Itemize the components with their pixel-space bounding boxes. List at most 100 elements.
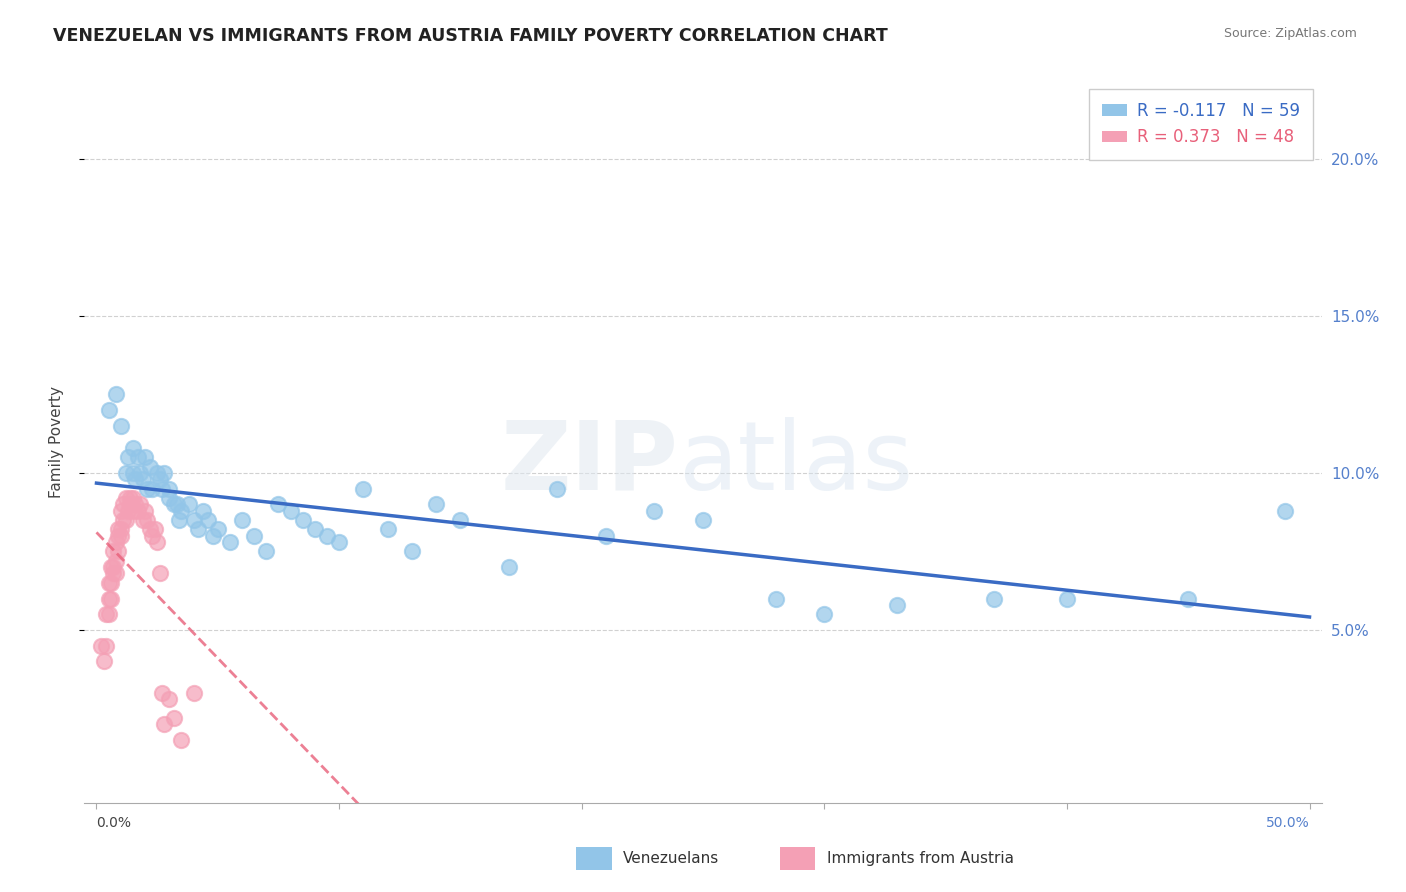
Text: VENEZUELAN VS IMMIGRANTS FROM AUSTRIA FAMILY POVERTY CORRELATION CHART: VENEZUELAN VS IMMIGRANTS FROM AUSTRIA FA… — [53, 27, 889, 45]
Point — [136, 513, 159, 527]
Point — [104, 554, 127, 568]
Point — [765, 591, 787, 606]
Point — [120, 497, 142, 511]
Point — [114, 466, 136, 480]
Text: 0.0%: 0.0% — [97, 816, 132, 830]
Text: atlas: atlas — [678, 417, 914, 509]
Point — [813, 607, 835, 622]
Point — [183, 686, 205, 700]
Point — [166, 497, 188, 511]
Point — [114, 513, 136, 527]
Point — [97, 591, 120, 606]
Point — [97, 607, 120, 622]
Point — [146, 535, 169, 549]
Point — [124, 472, 146, 486]
Point — [112, 513, 135, 527]
Point — [143, 523, 166, 537]
Point — [141, 529, 163, 543]
Point — [127, 503, 149, 517]
Point — [1177, 591, 1199, 606]
Point — [97, 403, 120, 417]
Point — [692, 513, 714, 527]
Point — [595, 529, 617, 543]
Point — [104, 535, 127, 549]
Point — [150, 686, 173, 700]
Point — [1056, 591, 1078, 606]
Point — [243, 529, 266, 543]
Point — [231, 513, 253, 527]
Point — [103, 560, 125, 574]
Point — [401, 544, 423, 558]
Text: ZIP: ZIP — [501, 417, 678, 509]
Point — [117, 450, 139, 465]
Point — [170, 733, 193, 747]
Point — [103, 544, 125, 558]
Point — [114, 491, 136, 505]
Point — [107, 529, 129, 543]
Text: Venezuelans: Venezuelans — [623, 851, 718, 866]
Point — [153, 466, 176, 480]
Point — [449, 513, 471, 527]
Point — [134, 503, 156, 517]
Point — [141, 482, 163, 496]
Text: 50.0%: 50.0% — [1265, 816, 1309, 830]
Point — [97, 575, 120, 590]
Point — [193, 503, 215, 517]
Point — [183, 513, 205, 527]
Point — [96, 639, 118, 653]
Point — [177, 497, 200, 511]
Point — [201, 529, 224, 543]
Point — [100, 591, 122, 606]
Point — [90, 639, 112, 653]
Y-axis label: Family Poverty: Family Poverty — [49, 385, 63, 498]
Point — [498, 560, 520, 574]
Point — [150, 482, 173, 496]
Point — [110, 503, 132, 517]
Point — [1274, 503, 1296, 517]
Point — [146, 466, 169, 480]
Point — [157, 692, 180, 706]
Point — [886, 598, 908, 612]
Point — [219, 535, 242, 549]
Point — [110, 529, 132, 543]
Point — [291, 513, 314, 527]
Point — [134, 450, 156, 465]
Point — [163, 497, 186, 511]
Point — [122, 466, 145, 480]
Point — [112, 497, 135, 511]
Point — [122, 503, 145, 517]
Point — [197, 513, 219, 527]
Point — [148, 472, 170, 486]
Point — [139, 459, 162, 474]
Point — [267, 497, 290, 511]
Point — [254, 544, 277, 558]
Point — [207, 523, 229, 537]
Point — [120, 491, 142, 505]
Point — [352, 482, 374, 496]
Point — [643, 503, 665, 517]
Point — [131, 513, 153, 527]
Point — [122, 441, 145, 455]
Point — [107, 544, 129, 558]
Point — [110, 523, 132, 537]
Point — [104, 566, 127, 581]
Point — [129, 497, 152, 511]
Point — [103, 566, 125, 581]
Point — [104, 387, 127, 401]
Point — [167, 513, 190, 527]
Point — [100, 560, 122, 574]
Point — [117, 503, 139, 517]
Point — [124, 497, 146, 511]
Point — [157, 491, 180, 505]
Point — [170, 503, 193, 517]
Text: Immigrants from Austria: Immigrants from Austria — [827, 851, 1014, 866]
Point — [139, 523, 162, 537]
Point — [122, 491, 145, 505]
Point — [131, 472, 153, 486]
Point — [187, 523, 209, 537]
Point — [425, 497, 447, 511]
Point — [377, 523, 399, 537]
Point — [328, 535, 350, 549]
Text: Source: ZipAtlas.com: Source: ZipAtlas.com — [1223, 27, 1357, 40]
Point — [280, 503, 302, 517]
